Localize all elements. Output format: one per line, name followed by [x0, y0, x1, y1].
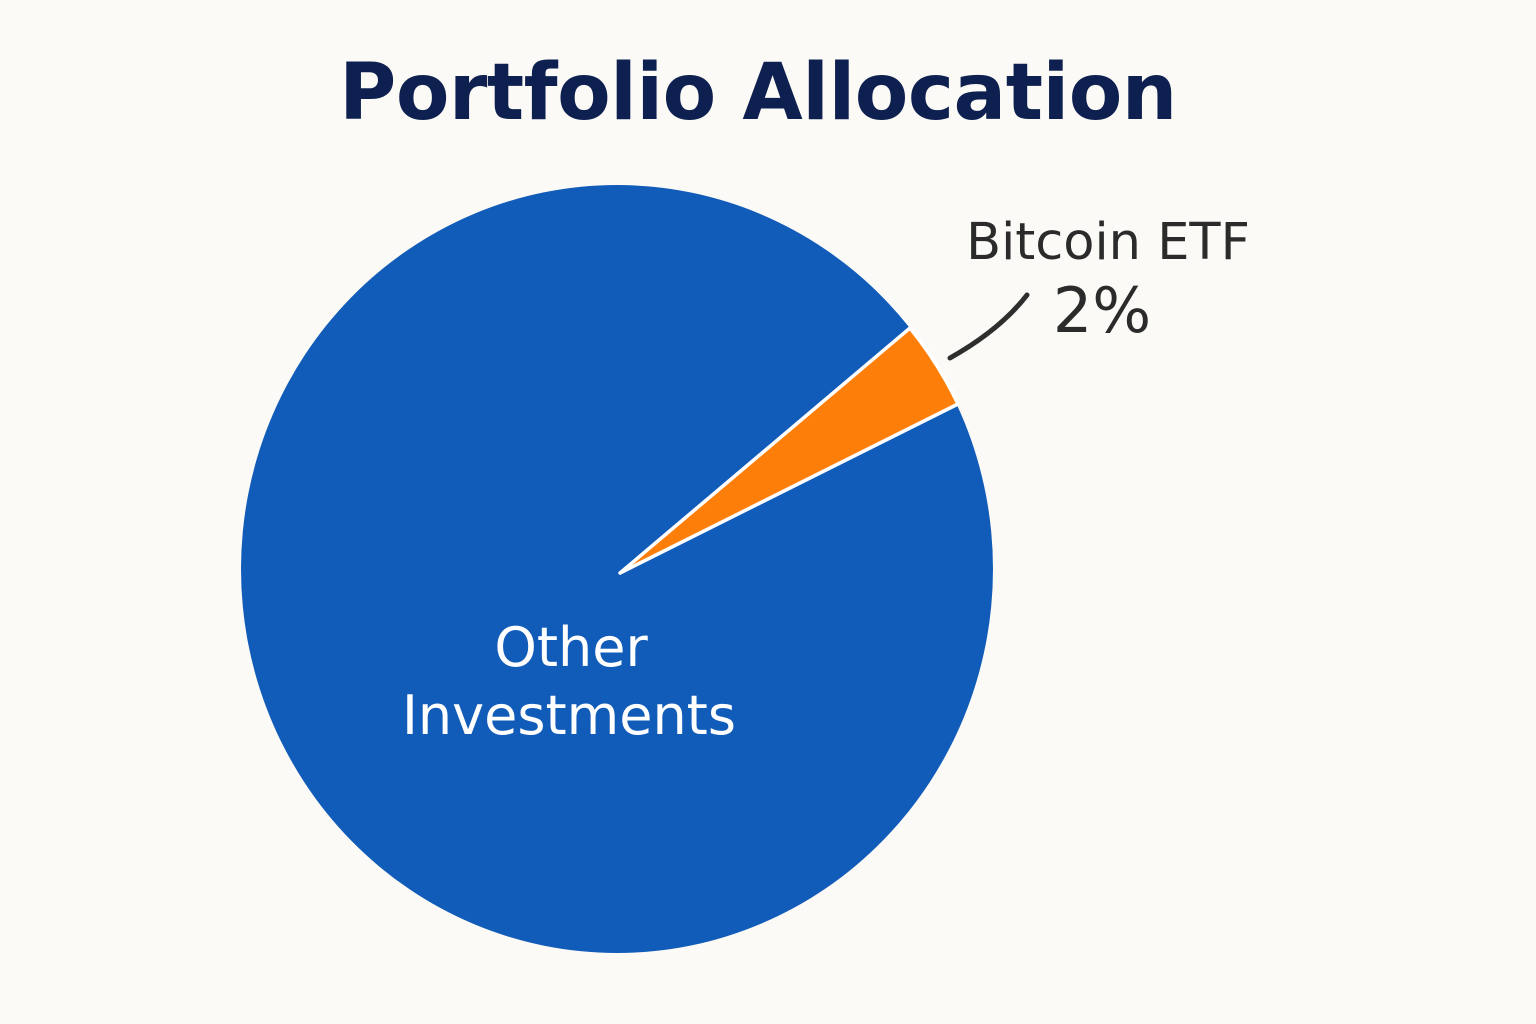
pie-slice-bitcoin-etf[interactable] [618, 326, 960, 575]
slice-label-other-line1: Other [494, 616, 648, 679]
chart-title: Portfolio Allocation [339, 48, 1177, 138]
slice-label-bitcoin-etf: Bitcoin ETF [966, 213, 1250, 272]
callout-leader-line [947, 292, 1030, 361]
slice-label-other-line2: Investments [402, 684, 736, 747]
pie-slice-other-investments[interactable] [241, 185, 993, 953]
slice-value-bitcoin-etf: 2% [1053, 274, 1151, 347]
